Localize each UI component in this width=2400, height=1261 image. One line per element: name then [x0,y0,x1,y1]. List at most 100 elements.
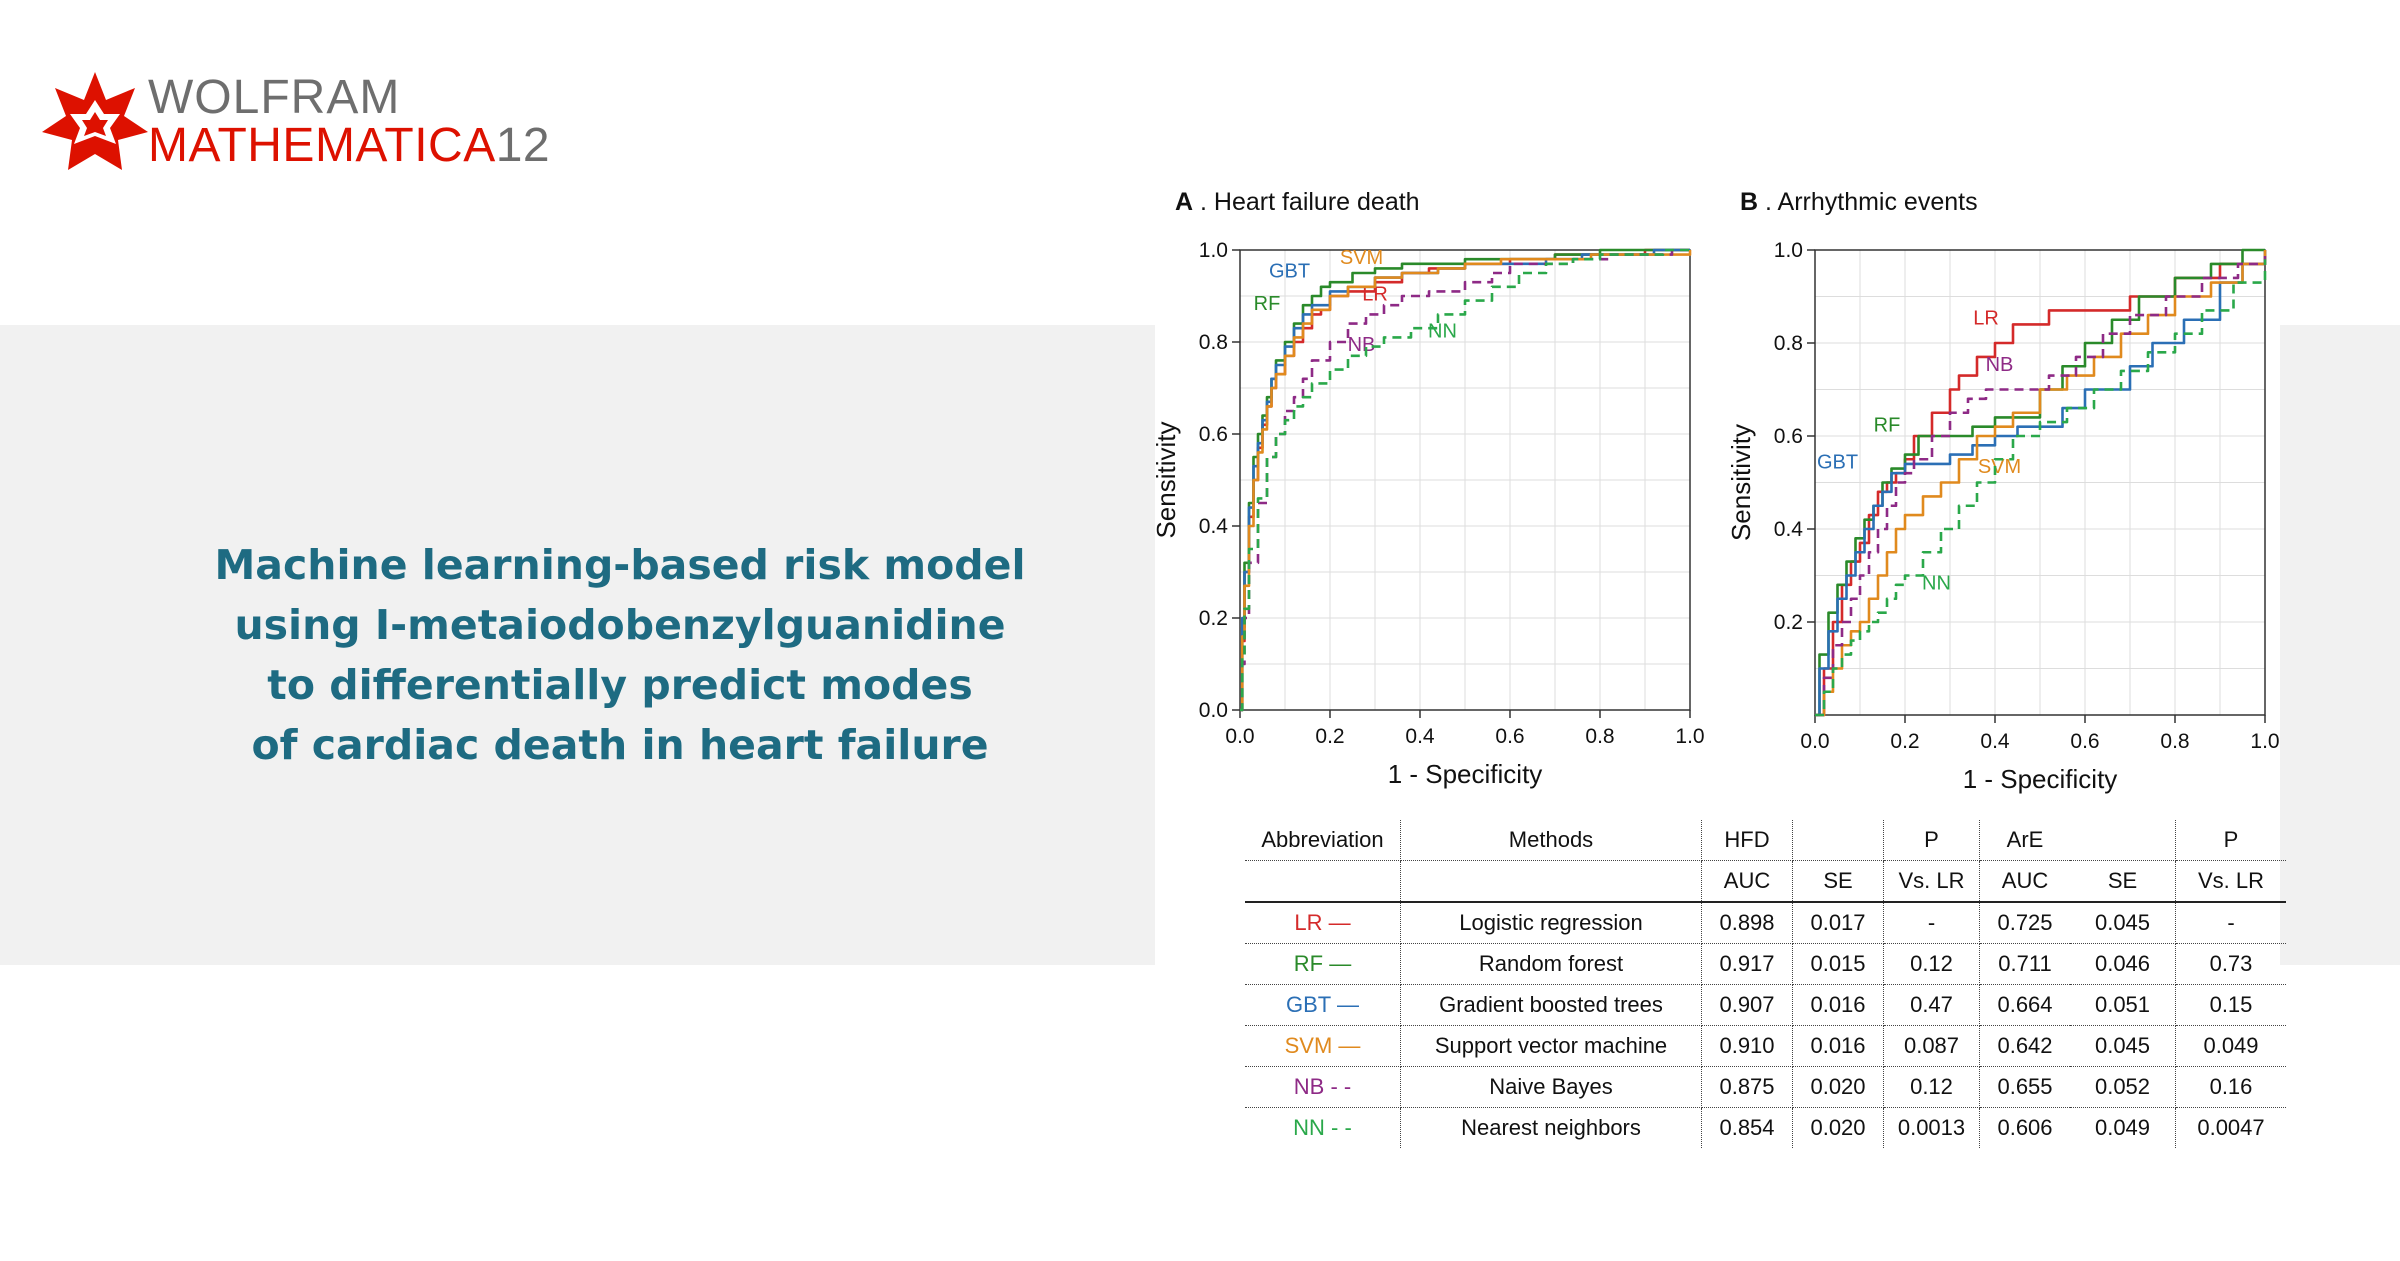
table-cell: 0.907 [1701,984,1793,1026]
table-cell: 0.051 [2070,984,2176,1026]
x-tick-label: 1.0 [1675,725,1704,748]
table-cell: 0.016 [1792,984,1884,1026]
roc-curve-gbt [1240,248,1690,712]
x-tick-label: 0.8 [2160,730,2189,753]
series-label-nn: NN [1428,320,1457,342]
table-cell: 0.087 [1883,1025,1980,1067]
table-cell: - [2175,902,2286,944]
table-cell: 0.917 [1701,943,1793,985]
table-cell-abbreviation: RF — [1245,943,1401,985]
table-cell: 0.711 [1979,943,2070,985]
series-label-nb: NB [1986,354,2014,376]
table-header-cell [1245,860,1401,903]
x-tick-label: 0.0 [1800,730,1829,753]
table-row: LR — Logistic regression 0.898 0.017-0.725 0… [1245,902,2286,944]
table-cell: 0.12 [1883,1066,1980,1108]
roc-curve-nn [1815,259,2267,717]
table-row: RF — Random forest 0.917 0.015 0.12 0.711 0.04… [1245,943,2286,985]
roc-curve-lr [1815,250,2267,717]
table-cell: 0.049 [2175,1025,2286,1067]
table-cell: Logistic regression [1400,902,1702,944]
chart-panel-letter: A [1175,188,1193,216]
table-header-cell: AUC [1701,860,1793,903]
x-tick-label: 0.4 [1405,725,1435,748]
table-cell: 0.052 [2070,1066,2176,1108]
chart-title-text: . Arrhythmic events [1758,188,1978,216]
table-cell: Support vector machine [1400,1025,1702,1067]
table-header-cell: ArE [1979,820,2070,861]
table-header-row-1: Abbreviation Methods HFD P ArE P [1245,820,2286,861]
plot-frame [1239,249,1691,711]
table-header-cell: P [1883,820,1980,861]
table-cell: 0.642 [1979,1025,2070,1067]
table-cell: 0.725 [1979,902,2070,944]
table-cell: Random forest [1400,943,1702,985]
chart-title-text: . Heart failure death [1193,188,1420,216]
x-tick-label: 1.0 [2250,730,2279,753]
wolfram-spikey-icon [42,72,148,170]
table-header-cell [2070,820,2176,861]
logo-wordmark: WOLFRAM [148,71,401,124]
headline: Machine learning-based risk model using … [120,535,1120,775]
plot-frame [1814,249,2266,716]
series-label-nn: NN [1922,572,1951,594]
table-cell-abbreviation: SVM — [1245,1025,1401,1067]
table-header-cell: SE [1792,860,1884,903]
y-tick-label: 0.6 [1199,423,1228,446]
table-cell: 0.015 [1792,943,1884,985]
table-cell: 0.854 [1701,1107,1793,1148]
roc-curve-gbt [1815,250,2267,717]
table-cell: 0.73 [2175,943,2286,985]
x-tick-label: 0.6 [1495,725,1524,748]
table-cell: 0.045 [2070,1025,2176,1067]
results-table: Abbreviation Methods HFD P ArE P AUC SE … [1245,820,2286,1148]
roc-curve-svm [1815,250,2267,717]
logo-product-name: MATHEMATICA12 [148,120,550,172]
table-header-cell: HFD [1701,820,1793,861]
table-cell: 0.898 [1701,902,1793,944]
headline-line-3: to differentially predict modes [267,661,973,709]
y-tick-label: 1.0 [1199,239,1228,262]
table-header-cell: Abbreviation [1245,820,1401,861]
wolfram-mathematica-logo: WOLFRAM MATHEMATICA12 [40,70,560,180]
table-cell-abbreviation: NN - - [1245,1107,1401,1148]
y-tick-label: 0.8 [1774,332,1803,355]
roc-curve-svm [1240,250,1692,712]
headline-line-2: using I-metaiodobenzylguanidine [234,601,1006,649]
roc-curve-nb [1815,250,2267,717]
x-tick-label: 0.0 [1225,725,1254,748]
series-label-gbt: GBT [1817,452,1858,474]
table-cell: 0.0047 [2197,1115,2265,1140]
y-tick-label: 0.2 [1199,607,1228,630]
series-label-lr: LR [1362,284,1388,306]
x-tick-label: 0.6 [2070,730,2099,753]
table-cell: 0.875 [1701,1066,1793,1108]
x-axis-label: 1 - Specificity [1963,764,2118,794]
table-header-cell: Vs. LR [1883,860,1980,903]
table-cell-abbreviation: NB - - [1245,1066,1401,1108]
table-cell: 0.045 [2070,902,2176,944]
table-cell: Nearest neighbors [1400,1107,1702,1148]
y-tick-label: 1.0 [1774,239,1803,262]
y-axis-label: Sensitivity [1151,421,1181,538]
headline-line-4: of cardiac death in heart failure [251,721,989,769]
roc-curve-nn [1240,248,1690,712]
table-cell: 0.15 [2175,984,2286,1026]
table-cell: Naive Bayes [1400,1066,1702,1108]
table-header-cell: AUC [1979,860,2070,903]
x-tick-label: 0.4 [1980,730,2010,753]
series-label-nb: NB [1348,334,1376,356]
y-tick-label: 0.2 [1774,611,1803,634]
logo-version: 12 [495,119,551,172]
y-tick-label: 0.0 [1199,699,1228,722]
table-cell: 0.046 [2070,943,2176,985]
table-cell: 0.664 [1979,984,2070,1026]
headline-line-1: Machine learning-based risk model [214,541,1026,589]
table-row: SVM — Support vector machine 0.910 0.016 0.0… [1245,1025,2286,1067]
series-label-rf: RF [1254,293,1281,315]
table-row: NN - - Nearest neighbors 0.854 0.020 0.0013 0… [1245,1107,2286,1148]
table-cell: 0.655 [1979,1066,2070,1108]
logo-product-text: MATHEMATICA [148,119,496,172]
table-cell: 0.910 [1701,1025,1793,1067]
